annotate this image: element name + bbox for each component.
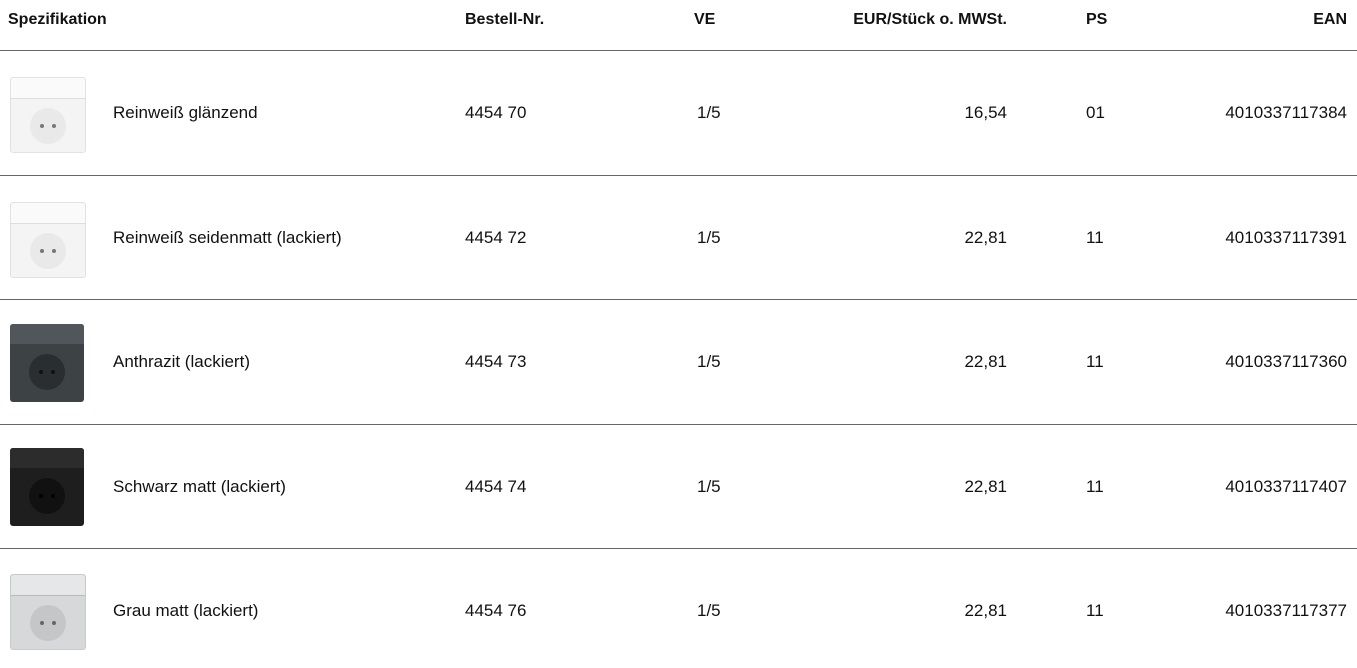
cell: Schwarz matt (lackiert): [113, 477, 286, 497]
cell: Grau matt (lackiert): [113, 601, 258, 621]
header-cell: Bestell-Nr.: [465, 10, 544, 30]
cell: 1/5: [697, 228, 721, 248]
cell: Reinweiß glänzend: [113, 103, 258, 123]
product-image: [10, 77, 86, 153]
cell: 16,54: [964, 103, 1007, 123]
cell: 1/5: [697, 477, 721, 497]
cell: 1/5: [697, 601, 721, 621]
cell: 1/5: [697, 352, 721, 372]
product-image: [10, 574, 86, 650]
header-cell: Spezifikation: [8, 10, 107, 30]
cell: 4010337117360: [1225, 352, 1347, 372]
cell: 01: [1086, 103, 1105, 123]
product-image: [10, 324, 84, 402]
cell: 4010337117407: [1225, 477, 1347, 497]
cell: 11: [1086, 352, 1104, 372]
cell: 4010337117377: [1225, 601, 1347, 621]
header-cell: EUR/Stück o. MWSt.: [853, 10, 1007, 30]
cell: Reinweiß seidenmatt (lackiert): [113, 228, 342, 248]
cell: 1/5: [697, 103, 721, 123]
cell: 4010337117384: [1225, 103, 1347, 123]
page: Spezifikation Bestell-Nr. VE EUR/Stück o…: [0, 0, 1357, 668]
cell: 4454 72: [465, 228, 526, 248]
header-cell: PS: [1086, 10, 1107, 30]
cell: 4454 76: [465, 601, 526, 621]
separator: [0, 299, 1357, 300]
cell: 11: [1086, 601, 1104, 621]
cell: 11: [1086, 228, 1104, 248]
header-cell: EAN: [1313, 10, 1347, 30]
cell: 4454 74: [465, 477, 526, 497]
cell: 22,81: [964, 477, 1007, 497]
separator: [0, 175, 1357, 176]
cell: 4010337117391: [1225, 228, 1347, 248]
cell: 22,81: [964, 601, 1007, 621]
product-image: [10, 448, 84, 526]
cell: 22,81: [964, 228, 1007, 248]
header-cell: VE: [694, 10, 715, 30]
cell: 4454 70: [465, 103, 526, 123]
cell: 22,81: [964, 352, 1007, 372]
product-image: [10, 202, 86, 278]
cell: Anthrazit (lackiert): [113, 352, 250, 372]
cell: 4454 73: [465, 352, 526, 372]
cell: 11: [1086, 477, 1104, 497]
separator: [0, 50, 1357, 51]
separator: [0, 548, 1357, 549]
separator: [0, 424, 1357, 425]
